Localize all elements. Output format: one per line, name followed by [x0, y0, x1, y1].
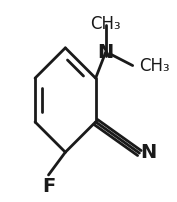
Text: CH₃: CH₃ [139, 57, 170, 75]
Text: N: N [141, 143, 157, 162]
Text: CH₃: CH₃ [90, 15, 121, 33]
Text: F: F [42, 177, 55, 196]
Text: N: N [98, 43, 114, 62]
